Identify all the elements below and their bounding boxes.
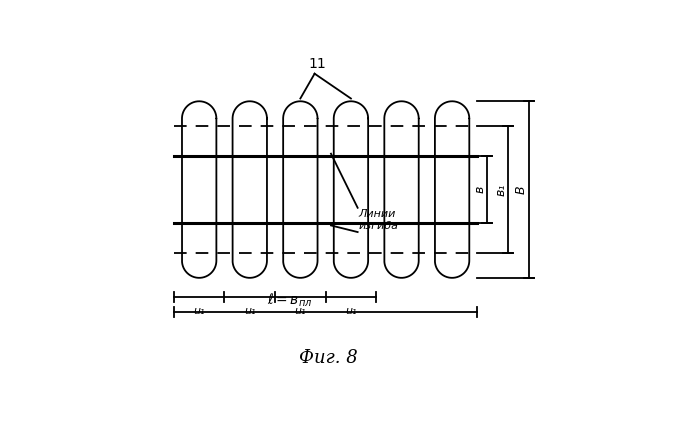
Polygon shape — [182, 101, 216, 278]
Text: u₁: u₁ — [193, 306, 205, 316]
Polygon shape — [232, 101, 267, 278]
Polygon shape — [435, 101, 469, 278]
Polygon shape — [384, 101, 419, 278]
Text: Фиг. 8: Фиг. 8 — [299, 349, 358, 367]
Text: в: в — [473, 186, 486, 193]
Polygon shape — [283, 101, 318, 278]
Text: в₁: в₁ — [494, 183, 507, 196]
Text: 11: 11 — [309, 57, 326, 71]
Text: u₁: u₁ — [345, 306, 357, 316]
Text: $\ell=\mathit{в}_{\mathit{пл}}$: $\ell=\mathit{в}_{\mathit{пл}}$ — [267, 291, 312, 309]
Text: u₁: u₁ — [295, 306, 306, 316]
Text: Линии
изгиба: Линии изгиба — [358, 209, 399, 231]
Polygon shape — [334, 101, 368, 278]
Text: u₁: u₁ — [244, 306, 256, 316]
Text: В: В — [515, 185, 528, 194]
